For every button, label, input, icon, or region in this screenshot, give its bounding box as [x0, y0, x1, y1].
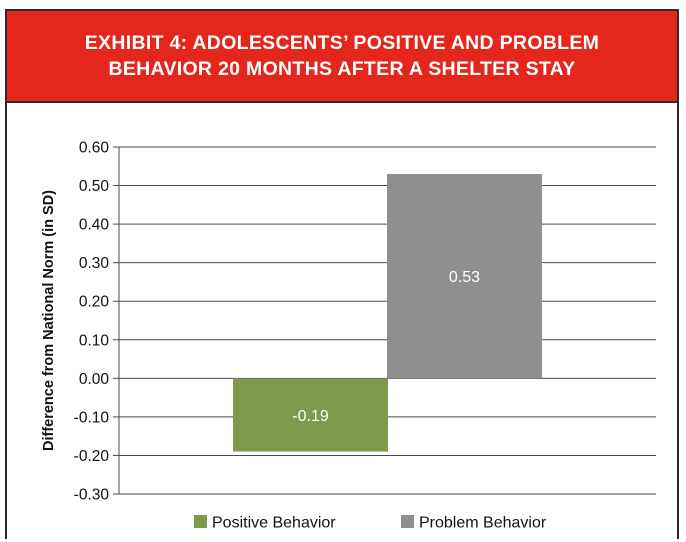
- y-tick-label: 0.40: [79, 217, 110, 234]
- y-tick-label: -0.10: [74, 409, 110, 426]
- bar-positive-behavior: [233, 378, 388, 452]
- legend-swatch: [401, 515, 414, 528]
- data-label: -0.19: [292, 408, 329, 425]
- legend-swatch: [194, 515, 207, 528]
- bar-problem-behavior: [387, 173, 542, 379]
- y-tick-label: -0.30: [74, 487, 110, 504]
- data-label: 0.53: [449, 269, 480, 286]
- y-tick-label: 0.30: [79, 255, 110, 272]
- chart-title: EXHIBIT 4: ADOLESCENTS’ POSITIVE AND PRO…: [84, 32, 600, 80]
- y-axis-title: Difference from National Norm (in SD): [41, 190, 57, 451]
- y-tick-label: 0.10: [79, 332, 110, 349]
- exhibit-header: EXHIBIT 4: ADOLESCENTS’ POSITIVE AND PRO…: [7, 11, 677, 103]
- y-tick-label: 0.00: [79, 371, 110, 388]
- y-tick-label: 0.20: [79, 294, 110, 311]
- y-tick-label: -0.20: [74, 448, 110, 465]
- legend-label: Positive Behavior: [212, 515, 336, 532]
- y-tick-label: 0.60: [79, 140, 110, 157]
- legend-label: Problem Behavior: [419, 515, 547, 532]
- y-tick-label: 0.50: [79, 178, 110, 195]
